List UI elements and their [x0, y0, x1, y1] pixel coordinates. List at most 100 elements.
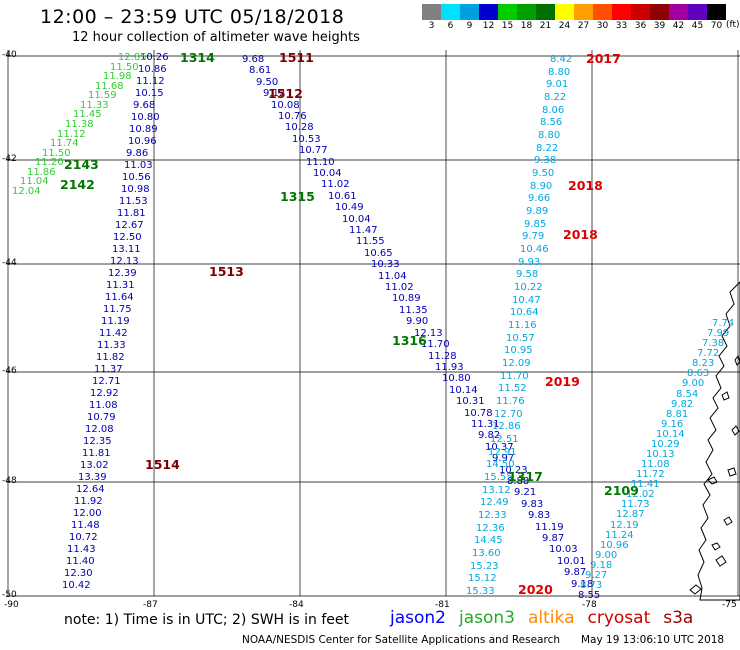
wave-height-value: 8.81 [666, 409, 689, 420]
wave-height-value: 11.47 [349, 225, 378, 236]
wave-height-value: 9.21 [514, 487, 537, 498]
wave-height-value: 14.45 [474, 535, 503, 546]
wave-height-value: 11.04 [20, 176, 49, 187]
wave-height-value: 11.81 [82, 448, 111, 459]
wave-height-value: 9.79 [522, 231, 545, 242]
wave-height-value: 11.12 [57, 129, 86, 140]
color-scale-tick: 6 [447, 21, 454, 31]
wave-height-value: 8.06 [542, 105, 565, 116]
wave-height-value: 10.95 [504, 345, 533, 356]
wave-height-value: 11.02 [385, 282, 414, 293]
wave-height-value: 12.67 [115, 220, 144, 231]
color-swatch [650, 4, 669, 20]
wave-height-value: 10.26 [140, 52, 169, 63]
wave-height-value: 10.03 [549, 544, 578, 555]
wave-height-value: 8.88 [507, 476, 530, 487]
wave-height-value: 14.50 [486, 459, 515, 470]
graticule [6, 50, 740, 597]
longitude-label: -87 [143, 600, 158, 610]
wave-height-value: 8.80 [548, 67, 571, 78]
wave-height-value: 11.38 [65, 119, 94, 130]
longitude-label: -75 [722, 600, 737, 610]
latitude-label: -42 [2, 154, 17, 164]
wave-height-value: 8.80 [538, 130, 561, 141]
color-swatch [631, 4, 650, 20]
wave-height-value: 11.35 [399, 305, 428, 316]
latitude-label: -50 [2, 590, 17, 600]
latitude-label: -48 [2, 476, 17, 486]
wave-height-value: 13.11 [112, 244, 141, 255]
wave-height-value: 12.00 [73, 508, 102, 519]
wave-height-value: 9.18 [590, 560, 613, 571]
wave-height-value: 10.23 [499, 465, 528, 476]
wave-height-value: 9.16 [661, 419, 684, 430]
wave-height-value: 15.55 [484, 472, 513, 483]
orbit-number-label: 1511 [279, 50, 314, 65]
color-scale-tick: 21 [539, 21, 552, 31]
color-scale-tick: 24 [558, 21, 571, 31]
color-scale-tick: 30 [596, 21, 609, 31]
orbit-number-label: 1317 [508, 469, 543, 484]
wave-height-value: 10.65 [364, 248, 393, 259]
wave-height-value: 11.42 [99, 328, 128, 339]
wave-height-value: 9.50 [532, 168, 555, 179]
wave-height-value: 9.66 [528, 193, 551, 204]
wave-height-value: 11.92 [74, 496, 103, 507]
wave-height-value: 11.55 [356, 236, 385, 247]
wave-height-value: 9.82 [478, 430, 501, 441]
wave-height-value: 10.89 [392, 293, 421, 304]
wave-height-value: 12.13 [110, 256, 139, 267]
wave-height-value: 10.37 [485, 442, 514, 453]
wave-height-value: 11.98 [103, 71, 132, 82]
wave-height-value: 11.24 [605, 530, 634, 541]
wave-height-value: 11.70 [500, 371, 529, 382]
wave-height-value: 10.64 [510, 307, 539, 318]
wave-height-value: 11.40 [66, 556, 95, 567]
color-scale-tick: 18 [520, 21, 533, 31]
latitude-label: -46 [2, 366, 17, 376]
wave-height-value: 9.68 [133, 100, 156, 111]
color-swatch [479, 4, 498, 20]
wave-height-value: 10.47 [512, 295, 541, 306]
wave-height-value: 9.87 [564, 567, 587, 578]
legend-entry-altika: altika [528, 608, 575, 628]
wave-height-value: 12.91 [488, 447, 517, 458]
wave-height-value: 11.81 [117, 208, 146, 219]
wave-height-value: 10.33 [371, 259, 400, 270]
wave-height-value: 11.52 [498, 383, 527, 394]
wave-height-value: 12.92 [90, 388, 119, 399]
orbit-number-label: 2142 [60, 177, 95, 192]
longitude-label: -90 [4, 600, 19, 610]
orbit-number-label: 1512 [268, 86, 303, 101]
wave-height-value: 11.73 [621, 499, 650, 510]
wave-height-value: 15.33 [466, 586, 495, 597]
color-swatch [574, 4, 593, 20]
wave-height-value: 10.28 [285, 122, 314, 133]
wave-height-value: 7.99 [707, 328, 730, 339]
color-scale-bar [422, 4, 726, 20]
wave-height-value: 13.02 [80, 460, 109, 471]
wave-height-value: 10.14 [449, 385, 478, 396]
wave-height-value: 11.75 [103, 304, 132, 315]
wave-height-value: 7.38 [702, 338, 725, 349]
wave-height-value: 11.37 [94, 364, 123, 375]
wave-height-value: 10.96 [128, 136, 157, 147]
orbit-number-label: 2017 [586, 51, 621, 66]
wave-height-value: 9.00 [595, 550, 618, 561]
wave-height-value: 10.08 [271, 100, 300, 111]
wave-height-value: 12.86 [492, 421, 521, 432]
wave-height-value: 10.79 [87, 412, 116, 423]
wave-height-value: 12.71 [92, 376, 121, 387]
wave-height-value: 11.74 [50, 138, 79, 149]
wave-height-value: 10.46 [520, 244, 549, 255]
wave-height-value: 10.15 [135, 88, 164, 99]
color-swatch [536, 4, 555, 20]
wave-height-value: 11.31 [106, 280, 135, 291]
wave-height-value: 8.42 [550, 54, 573, 65]
color-swatch [555, 4, 574, 20]
wave-height-value: 11.48 [71, 520, 100, 531]
orbit-number-label: 1514 [145, 457, 180, 472]
longitude-label: -78 [582, 600, 597, 610]
orbit-number-label: 2018 [568, 178, 603, 193]
